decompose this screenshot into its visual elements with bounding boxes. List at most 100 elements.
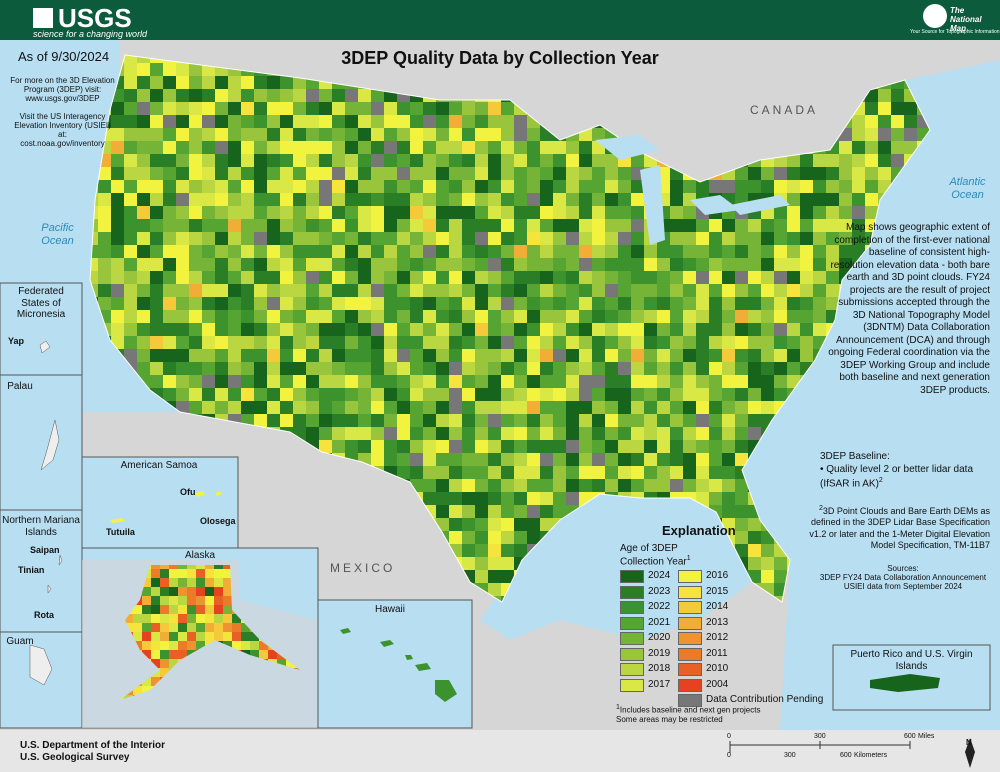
- coverage-cell: [293, 336, 308, 350]
- coverage-cell: [223, 569, 233, 579]
- coverage-cell: [735, 544, 752, 559]
- coverage-cell: [176, 232, 193, 248]
- coverage-cell: [371, 154, 386, 171]
- coverage-cell: [449, 375, 466, 392]
- coverage-cell: [423, 427, 440, 441]
- coverage-cell: [670, 466, 687, 482]
- coverage-cell: [176, 362, 192, 377]
- coverage-cell: [142, 578, 152, 588]
- coverage-cell: [501, 167, 518, 184]
- coverage-cell: [214, 587, 224, 597]
- coverage-cell: [761, 232, 776, 247]
- coverage-cell: [196, 605, 206, 615]
- coverage-cell: [800, 271, 817, 287]
- coverage-cell: [267, 310, 283, 326]
- coverage-cell: [410, 193, 424, 211]
- coverage-cell: [501, 219, 516, 233]
- coverage-cell: [280, 362, 296, 376]
- coverage-cell: [254, 76, 271, 93]
- coverage-cell: [410, 271, 423, 285]
- coverage-cell: [579, 154, 595, 169]
- coverage-cell: [293, 141, 307, 156]
- coverage-cell: [410, 258, 424, 275]
- coverage-cell: [137, 206, 152, 220]
- coverage-cell: [151, 578, 161, 588]
- legend-label: 2015: [706, 585, 729, 597]
- coverage-cell: [163, 180, 180, 195]
- ocean-label: Atlantic Ocean: [949, 176, 986, 201]
- coverage-cell: [501, 245, 515, 263]
- coverage-cell: [384, 310, 401, 324]
- coverage-cell: [475, 544, 489, 561]
- coverage-cell: [787, 349, 802, 366]
- coverage-cell: [605, 401, 622, 417]
- coverage-cell: [150, 232, 168, 246]
- coverage-cell: [800, 323, 816, 337]
- baseline-title: 3DEP Baseline:: [820, 451, 890, 462]
- coverage-cell: [774, 388, 791, 402]
- coverage-cell: [215, 258, 229, 275]
- coverage-cell: [133, 641, 143, 651]
- coverage-cell: [254, 128, 269, 143]
- coverage-cell: [319, 414, 337, 432]
- coverage-cell: [683, 271, 699, 285]
- coverage-cell: [293, 76, 308, 91]
- coverage-cell: [259, 641, 269, 651]
- coverage-cell: [196, 596, 206, 606]
- coverage-cell: [709, 401, 726, 416]
- coverage-cell: [214, 578, 224, 588]
- footer-bar: [0, 730, 1000, 772]
- coverage-cell: [501, 492, 517, 509]
- coverage-cell: [384, 362, 398, 378]
- coverage-cell: [683, 219, 701, 236]
- coverage-cell: [527, 336, 543, 350]
- coverage-cell: [514, 518, 528, 532]
- coverage-cell: [644, 453, 660, 468]
- coverage-cell: [150, 180, 165, 196]
- coverage-cell: [514, 193, 528, 208]
- coverage-cell: [169, 623, 179, 633]
- coverage-cell: [449, 505, 464, 520]
- coverage-cell: [488, 479, 505, 496]
- coverage-cell: [151, 623, 161, 633]
- coverage-cell: [397, 154, 414, 170]
- inset-title: Hawaii: [374, 604, 405, 615]
- coverage-cell: [228, 219, 244, 234]
- coverage-cell: [631, 154, 645, 171]
- coverage-cell: [241, 193, 257, 207]
- coverage-cell: [223, 565, 233, 570]
- coverage-cell: [683, 206, 700, 222]
- coverage-cell: [488, 141, 504, 156]
- coverage-cell: [306, 375, 323, 390]
- coverage-cell: [163, 76, 177, 91]
- coverage-cell: [553, 492, 569, 510]
- coverage-cell: [839, 180, 853, 196]
- sources-title: Sources:: [887, 564, 919, 573]
- coverage-cell: [488, 154, 502, 170]
- coverage-cell: [160, 659, 170, 669]
- coverage-cell: [384, 349, 398, 366]
- coverage-cell: [631, 232, 646, 247]
- coverage-cell: [250, 650, 260, 660]
- coverage-cell: [358, 206, 374, 222]
- coverage-cell: [787, 258, 801, 275]
- coverage-cell: [436, 167, 451, 183]
- coverage-cell: [436, 388, 453, 403]
- coverage-cell: [774, 219, 789, 233]
- coverage-cell: [90, 219, 101, 233]
- coverage-cell: [178, 596, 188, 606]
- legend-label: 2023: [648, 585, 671, 597]
- coverage-cell: [254, 193, 269, 209]
- coverage-cell: [748, 219, 764, 234]
- as-of: As of 9/30/2024: [18, 49, 110, 64]
- samoa-islands: [110, 491, 222, 523]
- puerto-rico-island: [870, 674, 940, 692]
- coverage-cell: [293, 375, 310, 390]
- coverage-cell: [232, 614, 242, 624]
- legend-swatch: [678, 647, 702, 661]
- coverage-cell: [111, 284, 127, 298]
- coverage-cell: [280, 336, 294, 350]
- coverage-cell: [169, 578, 179, 588]
- coverage-cell: [214, 565, 224, 570]
- coverage-cell: [241, 297, 259, 314]
